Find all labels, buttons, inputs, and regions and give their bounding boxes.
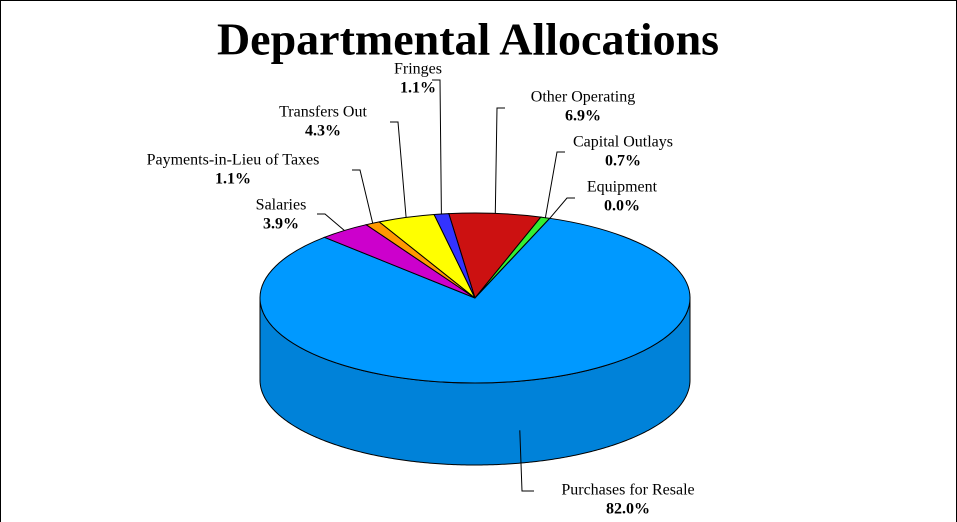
slice-label-name: Payments-in-Lieu of Taxes (147, 152, 320, 169)
slice-label-value: 4.3% (305, 123, 341, 140)
leader-line (519, 430, 534, 492)
leader-line (432, 79, 442, 215)
slice-label-value: 1.1% (215, 171, 251, 188)
slice-label-value: 82.0% (606, 501, 650, 518)
leader-line (317, 213, 345, 231)
leader-line (390, 121, 407, 218)
slice-label-name: Other Operating (531, 89, 635, 106)
slice-label-value: 3.9% (263, 216, 299, 233)
slice-label-name: Equipment (587, 179, 658, 196)
leader-line (544, 151, 565, 218)
leader-line (549, 197, 575, 219)
slice-label-name: Purchases for Resale (561, 482, 694, 499)
slice-label-value: 0.7% (605, 153, 641, 170)
slice-label-value: 0.0% (604, 198, 640, 215)
slice-label-name: Fringes (394, 61, 442, 78)
slice-label-name: Salaries (256, 197, 307, 214)
slice-label-name: Capital Outlays (573, 134, 673, 151)
pie-slice (433, 213, 476, 299)
slice-label-name: Transfers Out (279, 104, 367, 121)
slice-label-value: 6.9% (565, 108, 601, 125)
leader-line (494, 107, 505, 214)
slice-label-value: 1.1% (400, 80, 436, 97)
chart-title: Departmental Allocations (217, 14, 719, 65)
leader-line (352, 169, 374, 224)
pie-slice (259, 217, 691, 384)
pie-labels: Other Operating 6.9% Capital Outlays 0.7% Eq… (147, 61, 695, 518)
pie-tops (259, 212, 691, 384)
